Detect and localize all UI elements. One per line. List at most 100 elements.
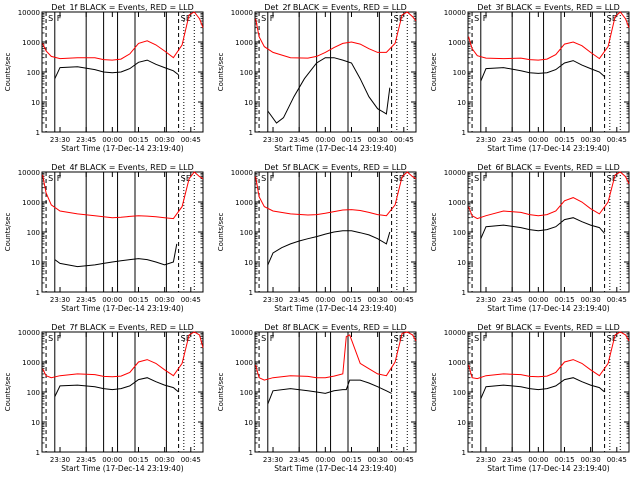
y-tick-label: 1000 [22,199,40,207]
x-axis-label: Start Time (17-Dec-14 23:19:40) [61,464,183,473]
y-axis-label: Counts/sec [217,53,225,92]
x-axis-label: Start Time (17-Dec-14 23:19:40) [274,304,396,313]
segment-marker-label: S [181,174,186,183]
y-tick-label: 100 [240,389,253,397]
segment-marker-label: S [48,14,53,23]
events-series-line [480,377,605,399]
segment-marker-label: S [261,174,266,183]
panel-title: Det_8f BLACK = Events, RED = LLD [264,323,407,332]
segment-marker-label: S [607,334,612,343]
x-axis-label: Start Time (17-Dec-14 23:19:40) [487,304,609,313]
x-tick-label: 23:45 [76,136,96,144]
events-series-line [54,377,179,397]
segment-marker-label: F [57,14,62,23]
y-axis-label: Counts/sec [430,373,438,412]
y-axis-label: Counts/sec [4,213,12,252]
y-tick-label: 10000 [231,9,253,17]
x-tick-label: 00:45 [607,296,627,304]
x-tick-label: 00:00 [315,296,335,304]
y-tick-label: 10 [31,259,40,267]
lld-series-line [42,11,204,61]
y-tick-label: 10 [457,259,466,267]
segment-marker-label: S [261,334,266,343]
x-tick-label: 00:45 [181,456,201,464]
x-tick-label: 00:45 [607,136,627,144]
x-tick-label: 23:45 [502,296,522,304]
y-tick-label: 1000 [448,199,466,207]
y-tick-label: 10000 [231,329,253,337]
x-tick-label: 23:45 [76,296,96,304]
y-tick-label: 100 [240,229,253,237]
y-tick-label: 1 [462,129,466,137]
events-series-line [480,217,605,239]
segment-marker-label: S [474,174,479,183]
x-tick-label: 23:30 [50,456,70,464]
y-axis-label: Counts/sec [4,53,12,92]
events-series-line [480,60,605,82]
events-series-line [267,379,392,405]
y-tick-label: 1 [36,289,40,297]
lld-series-line [468,11,630,61]
y-tick-label: 1 [36,449,40,457]
x-axis-label: Start Time (17-Dec-14 23:19:40) [274,144,396,153]
x-tick-label: 00:30 [368,296,388,304]
lld-series-line [255,171,417,217]
x-tick-label: 00:30 [155,296,175,304]
y-tick-label: 1000 [22,39,40,47]
x-tick-label: 00:30 [368,136,388,144]
y-tick-label: 10 [31,419,40,427]
lld-series-line [42,331,204,379]
x-tick-label: 23:30 [476,456,496,464]
x-tick-label: 00:45 [394,296,414,304]
x-tick-label: 23:30 [263,456,283,464]
detector-panel: Det_1f BLACK = Events, RED = LLD 1 10 100 10… [4,3,204,153]
y-tick-label: 10 [457,419,466,427]
y-tick-label: 1 [249,129,253,137]
x-tick-label: 00:00 [528,296,548,304]
x-axis-label: Start Time (17-Dec-14 23:19:40) [61,144,183,153]
segment-marker-label: S [394,14,399,23]
detector-panel: Det_5f BLACK = Events, RED = LLD 1 10 100 10… [217,163,417,313]
x-tick-label: 00:45 [181,136,201,144]
x-tick-label: 00:00 [528,136,548,144]
y-tick-label: 10000 [444,169,466,177]
x-tick-label: 23:30 [263,296,283,304]
x-tick-label: 00:15 [128,456,148,464]
y-axis-label: Counts/sec [217,213,225,252]
x-tick-label: 23:45 [502,456,522,464]
x-tick-label: 00:00 [315,456,335,464]
x-tick-label: 23:30 [50,296,70,304]
panel-title: Det_3f BLACK = Events, RED = LLD [477,3,620,12]
x-axis-label: Start Time (17-Dec-14 23:19:40) [61,304,183,313]
x-axis-label: Start Time (17-Dec-14 23:19:40) [487,144,609,153]
y-tick-label: 100 [27,229,40,237]
y-tick-label: 10000 [444,9,466,17]
segment-marker-label: S [394,334,399,343]
x-tick-label: 00:00 [102,136,122,144]
y-tick-label: 10 [244,259,253,267]
x-tick-label: 00:45 [394,456,414,464]
lld-series-line [468,331,630,380]
y-tick-label: 1000 [235,39,253,47]
panel-title: Det_6f BLACK = Events, RED = LLD [477,163,620,172]
lld-series-line [42,171,204,220]
lld-series-line [255,331,417,381]
x-tick-label: 00:15 [554,136,574,144]
detector-panel: Det_2f BLACK = Events, RED = LLD 1 10 100 10… [217,3,417,153]
x-tick-label: 00:30 [155,136,175,144]
segment-marker-label: F [483,14,488,23]
y-axis-label: Counts/sec [430,213,438,252]
detector-panel: Det_8f BLACK = Events, RED = LLD 1 10 100 10… [217,323,417,473]
x-tick-label: 23:45 [289,456,309,464]
x-tick-label: 00:30 [368,456,388,464]
x-tick-label: 00:15 [554,456,574,464]
segment-marker-label: S [48,334,53,343]
y-axis-label: Counts/sec [4,373,12,412]
y-axis-label: Counts/sec [217,373,225,412]
segment-marker-label: F [483,174,488,183]
y-tick-label: 1000 [448,359,466,367]
x-tick-label: 00:00 [102,456,122,464]
x-tick-label: 23:30 [50,136,70,144]
y-tick-label: 1000 [235,359,253,367]
detector-panel: Det_9f BLACK = Events, RED = LLD 1 10 100 10… [430,323,630,473]
